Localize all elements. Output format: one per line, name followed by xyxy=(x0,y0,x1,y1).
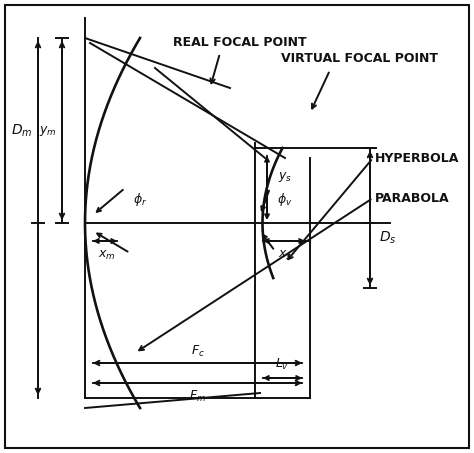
Text: $F_c$: $F_c$ xyxy=(191,343,204,359)
Text: $D_m$: $D_m$ xyxy=(11,122,33,139)
Text: $F_m$: $F_m$ xyxy=(189,389,206,404)
Text: HYPERBOLA: HYPERBOLA xyxy=(375,151,459,164)
Text: PARABOLA: PARABOLA xyxy=(375,192,450,204)
Text: $\phi_v$: $\phi_v$ xyxy=(277,191,293,207)
Text: $y_m$: $y_m$ xyxy=(39,124,57,138)
Text: $x_s$: $x_s$ xyxy=(278,248,292,261)
Text: VIRTUAL FOCAL POINT: VIRTUAL FOCAL POINT xyxy=(282,52,438,64)
Text: REAL FOCAL POINT: REAL FOCAL POINT xyxy=(173,37,307,49)
Text: $L_v$: $L_v$ xyxy=(275,357,290,371)
Text: $D_s$: $D_s$ xyxy=(379,230,397,246)
Text: $\phi_r$: $\phi_r$ xyxy=(133,191,147,207)
Text: $x_m$: $x_m$ xyxy=(98,248,116,261)
Text: $y_s$: $y_s$ xyxy=(278,170,292,184)
